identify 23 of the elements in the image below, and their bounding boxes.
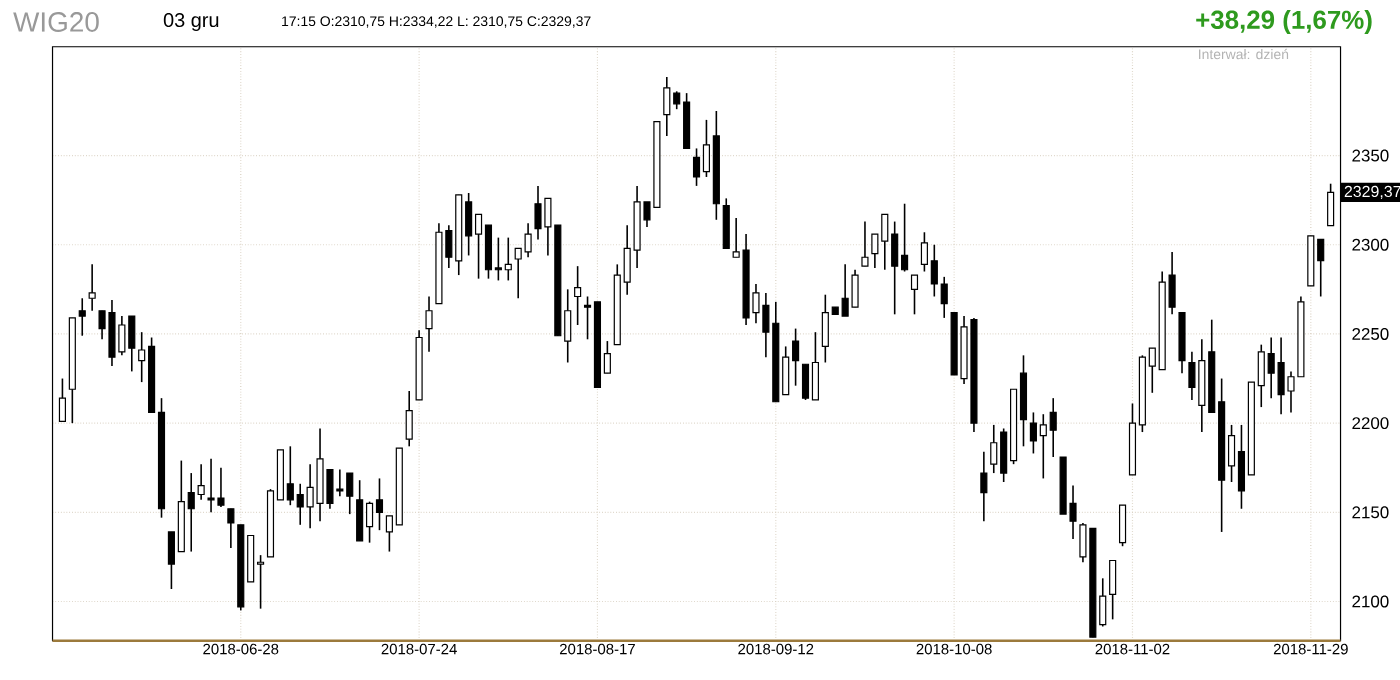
candlestick: [1109, 559, 1117, 621]
candlestick: [405, 390, 413, 448]
candlestick: [78, 297, 86, 337]
candlestick: [722, 197, 730, 250]
candlestick: [88, 263, 96, 312]
y-tick-label: 2350: [1352, 149, 1389, 162]
candlestick: [425, 295, 433, 353]
candlestick: [910, 274, 919, 316]
candlestick: [58, 377, 66, 423]
candlestick: [1118, 504, 1127, 548]
y-tick-label: 2250: [1352, 327, 1389, 340]
chart-subtitle: 03 gru: [163, 12, 219, 32]
y-tick-label: 2300: [1352, 238, 1389, 251]
y-tick-label: 2100: [1352, 595, 1389, 608]
chart-title: WIG20: [13, 12, 99, 32]
y-tick-label: 2150: [1352, 506, 1389, 519]
candlestick: [574, 265, 582, 326]
candlestick: [227, 507, 235, 549]
text: +38,29 (1,67%): [1196, 9, 1372, 35]
candlestick: [980, 450, 988, 523]
candlestick: [861, 220, 869, 267]
candlestick: [1327, 182, 1335, 227]
y-tick-label: 2200: [1352, 417, 1389, 430]
